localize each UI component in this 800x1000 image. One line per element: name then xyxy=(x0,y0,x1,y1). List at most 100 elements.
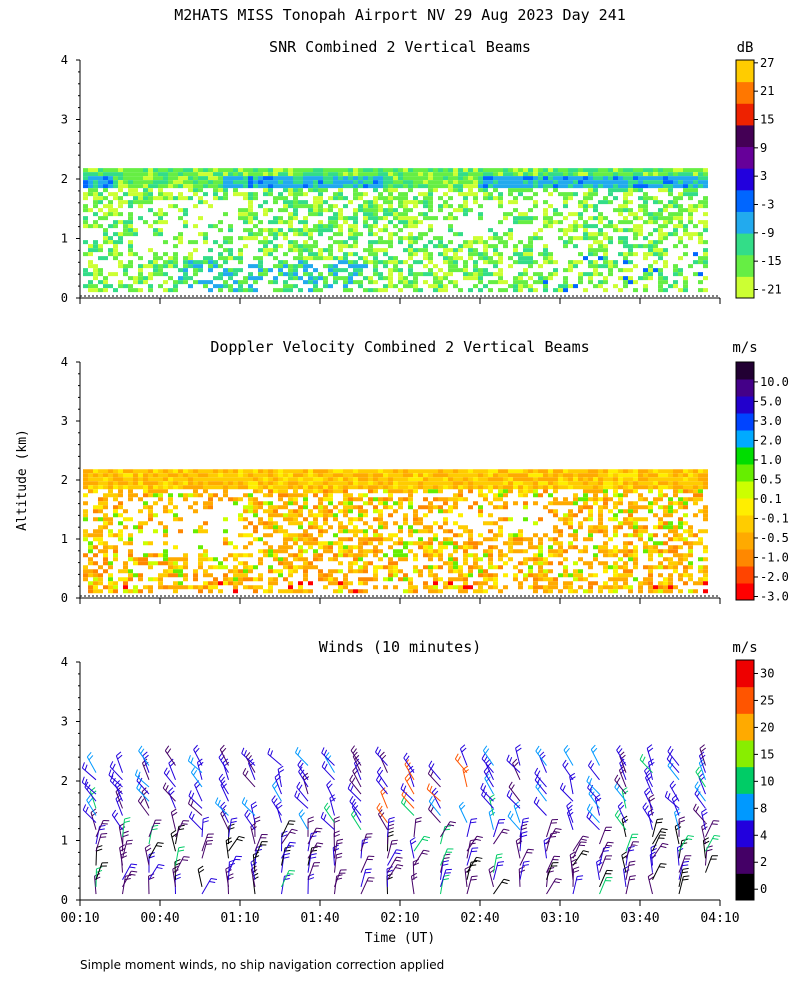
heatmap-cell xyxy=(668,529,673,534)
heatmap-cell xyxy=(603,232,608,237)
heatmap-cell xyxy=(638,581,643,586)
heatmap-cell xyxy=(298,525,303,530)
heatmap-cell xyxy=(373,485,378,490)
heatmap-cell xyxy=(593,489,598,494)
heatmap-cell xyxy=(673,272,678,277)
heatmap-cell xyxy=(143,561,148,566)
heatmap-cell xyxy=(208,589,213,594)
heatmap-cell xyxy=(398,553,403,558)
heatmap-cell xyxy=(548,224,553,229)
heatmap-cell xyxy=(598,280,603,285)
heatmap-cell xyxy=(333,268,338,273)
heatmap-cell xyxy=(593,224,598,229)
heatmap-cell xyxy=(623,260,628,265)
heatmap-cell xyxy=(548,553,553,558)
heatmap-cell xyxy=(693,501,698,506)
heatmap-cell xyxy=(313,180,318,185)
heatmap-cell xyxy=(88,581,93,586)
heatmap-cell xyxy=(333,280,338,285)
heatmap-cell xyxy=(173,569,178,574)
heatmap-cell xyxy=(613,473,618,478)
heatmap-cell xyxy=(93,573,98,578)
heatmap-cell xyxy=(658,521,663,526)
heatmap-cell xyxy=(668,220,673,225)
heatmap-cell xyxy=(213,581,218,586)
heatmap-cell xyxy=(568,477,573,482)
heatmap-cell xyxy=(523,473,528,478)
heatmap-cell xyxy=(588,276,593,281)
heatmap-cell xyxy=(373,473,378,478)
heatmap-cell xyxy=(328,268,333,273)
heatmap-cell xyxy=(433,585,438,590)
heatmap-cell xyxy=(143,184,148,189)
heatmap-cell xyxy=(688,573,693,578)
heatmap-cell xyxy=(183,493,188,498)
wind-barb xyxy=(334,869,347,888)
wind-barb xyxy=(678,855,692,873)
heatmap-cell xyxy=(383,565,388,570)
heatmap-cell xyxy=(483,268,488,273)
wind-barb xyxy=(440,821,456,838)
heatmap-cell xyxy=(318,497,323,502)
heatmap-cell xyxy=(518,561,523,566)
heatmap-cell xyxy=(643,180,648,185)
heatmap-cell xyxy=(368,260,373,265)
heatmap-cell xyxy=(538,585,543,590)
heatmap-cell xyxy=(398,168,403,173)
wind-barb xyxy=(599,826,612,845)
heatmap-cell xyxy=(388,256,393,261)
heatmap-cell xyxy=(538,561,543,566)
heatmap-cell xyxy=(603,541,608,546)
heatmap-cell xyxy=(188,585,193,590)
heatmap-cell xyxy=(303,220,308,225)
heatmap-cell xyxy=(693,589,698,594)
heatmap-cell xyxy=(88,469,93,474)
heatmap-cell xyxy=(518,485,523,490)
heatmap-cell xyxy=(568,585,573,590)
heatmap-cell xyxy=(558,541,563,546)
heatmap-cell xyxy=(328,525,333,530)
heatmap-cell xyxy=(278,573,283,578)
heatmap-cell xyxy=(143,473,148,478)
heatmap-cell xyxy=(648,276,653,281)
heatmap-cell xyxy=(553,525,558,530)
heatmap-cell xyxy=(183,565,188,570)
heatmap-cell xyxy=(598,200,603,205)
heatmap-cell xyxy=(573,184,578,189)
wind-barb xyxy=(652,863,667,880)
heatmap-cell xyxy=(303,573,308,578)
heatmap-cell xyxy=(543,176,548,181)
heatmap-cell xyxy=(623,176,628,181)
heatmap-cell xyxy=(513,541,518,546)
heatmap-cell xyxy=(683,521,688,526)
heatmap-cell xyxy=(703,581,708,586)
heatmap-cell xyxy=(248,284,253,289)
heatmap-cell xyxy=(288,176,293,181)
wind-barb xyxy=(307,816,314,837)
heatmap-cell xyxy=(508,212,513,217)
wind-barb xyxy=(298,809,309,831)
heatmap-cell xyxy=(508,256,513,261)
heatmap-cell xyxy=(568,260,573,265)
heatmap-cell xyxy=(293,192,298,197)
heatmap-cell xyxy=(648,264,653,269)
heatmap-cell xyxy=(448,469,453,474)
heatmap-cell xyxy=(533,577,538,582)
heatmap-cell xyxy=(468,569,473,574)
heatmap-cell xyxy=(583,537,588,542)
heatmap-cell xyxy=(678,473,683,478)
heatmap-cell xyxy=(408,248,413,253)
heatmap-cell xyxy=(703,200,708,205)
heatmap-cell xyxy=(373,469,378,474)
heatmap-cell xyxy=(628,220,633,225)
heatmap-cell xyxy=(268,513,273,518)
heatmap-cell xyxy=(208,557,213,562)
heatmap-cell xyxy=(218,256,223,261)
heatmap-cell xyxy=(688,489,693,494)
heatmap-cell xyxy=(373,252,378,257)
heatmap-cell xyxy=(253,196,258,201)
wind-barb xyxy=(333,816,340,837)
heatmap-cell xyxy=(468,252,473,257)
heatmap-cell xyxy=(418,541,423,546)
heatmap-cell xyxy=(258,268,263,273)
